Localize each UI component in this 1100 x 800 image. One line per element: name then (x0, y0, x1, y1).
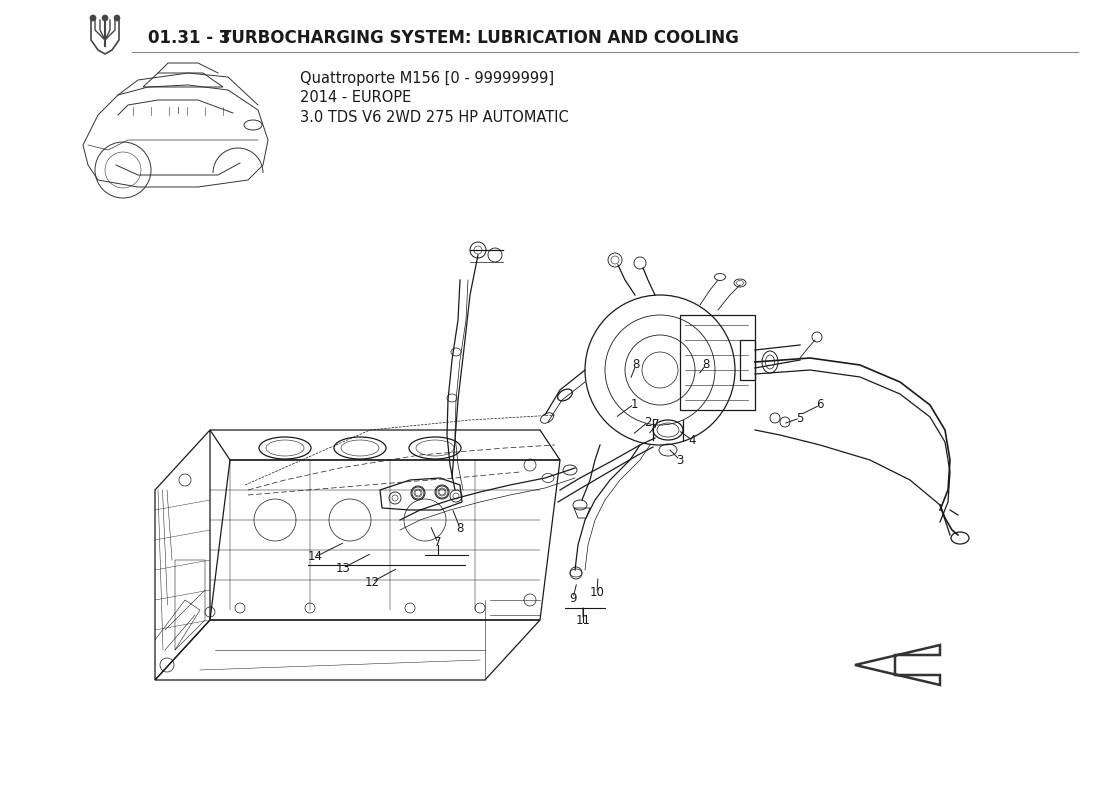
Text: 14: 14 (308, 550, 322, 563)
Text: 9: 9 (570, 591, 576, 605)
Circle shape (90, 15, 96, 21)
Text: 12: 12 (364, 575, 380, 589)
Text: 7: 7 (652, 418, 660, 431)
Text: 3.0 TDS V6 2WD 275 HP AUTOMATIC: 3.0 TDS V6 2WD 275 HP AUTOMATIC (300, 110, 569, 126)
Text: 8: 8 (632, 358, 640, 371)
Text: 11: 11 (575, 614, 591, 626)
Text: Quattroporte M156 [0 - 99999999]: Quattroporte M156 [0 - 99999999] (300, 70, 554, 86)
Text: 01.31 - 3: 01.31 - 3 (148, 29, 236, 47)
Text: 8: 8 (456, 522, 464, 534)
Text: 2: 2 (645, 415, 651, 429)
Text: 6: 6 (816, 398, 824, 411)
Text: 8: 8 (702, 358, 710, 371)
Text: 5: 5 (796, 411, 804, 425)
Text: 1: 1 (630, 398, 638, 410)
Text: 10: 10 (590, 586, 604, 599)
Circle shape (102, 15, 108, 21)
Text: 13: 13 (336, 562, 351, 574)
Text: 4: 4 (689, 434, 695, 446)
Text: 7: 7 (434, 537, 442, 550)
Text: TURBOCHARGING SYSTEM: LUBRICATION AND COOLING: TURBOCHARGING SYSTEM: LUBRICATION AND CO… (220, 29, 739, 47)
Circle shape (114, 15, 120, 21)
Text: 3: 3 (676, 454, 684, 466)
Text: 2014 - EUROPE: 2014 - EUROPE (300, 90, 411, 106)
